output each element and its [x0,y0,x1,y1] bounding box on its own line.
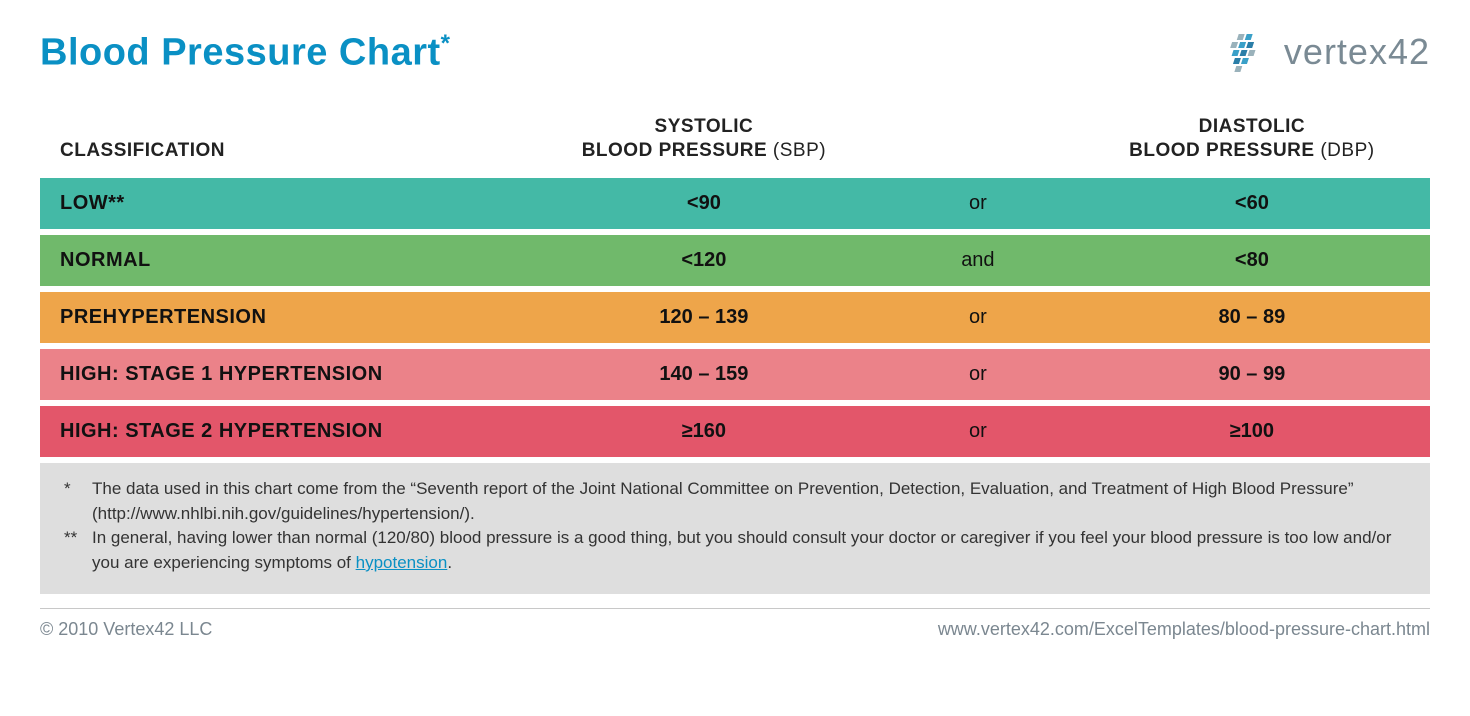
cell-dbp: <60 [1074,192,1430,215]
cell-dbp: 80 – 89 [1074,306,1430,329]
cell-classification: HIGH: STAGE 1 HYPERTENSION [60,363,526,386]
hypotension-link[interactable]: hypotension [356,553,448,572]
page-title: Blood Pressure Chart* [40,30,451,75]
cell-sbp: ≥160 [526,420,882,443]
divider [40,608,1430,609]
copyright: © 2010 Vertex42 LLC [40,619,212,640]
col-classification: CLASSIFICATION [60,139,526,164]
cell-sbp: 140 – 159 [526,363,882,386]
table-row: HIGH: STAGE 2 HYPERTENSION≥160or≥100 [40,406,1430,457]
cell-classification: PREHYPERTENSION [60,306,526,329]
table-row: HIGH: STAGE 1 HYPERTENSION140 – 159or90 … [40,349,1430,400]
cell-sbp: 120 – 139 [526,306,882,329]
cell-conj: or [882,363,1074,386]
cell-sbp: <120 [526,249,882,272]
table-body: LOW**<90or<60NORMAL<120and<80PREHYPERTEN… [40,178,1430,457]
cell-sbp: <90 [526,192,882,215]
table-row: LOW**<90or<60 [40,178,1430,229]
cell-conj: or [882,420,1074,443]
cell-dbp: 90 – 99 [1074,363,1430,386]
title-asterisk: * [441,30,451,57]
footer-url: www.vertex42.com/ExcelTemplates/blood-pr… [938,619,1430,640]
cell-conj: or [882,306,1074,329]
logo-mark-icon [1218,30,1274,74]
logo: vertex42 [1218,30,1430,74]
title-text: Blood Pressure Chart [40,32,441,74]
cell-dbp: ≥100 [1074,420,1430,443]
cell-classification: LOW** [60,192,526,215]
footnote-2: ** In general, having lower than normal … [64,526,1406,575]
logo-text: vertex42 [1284,31,1430,73]
cell-conj: and [882,249,1074,272]
bp-table: CLASSIFICATION SYSTOLIC BLOOD PRESSURE (… [40,115,1430,457]
footnotes: * The data used in this chart come from … [40,463,1430,594]
col-dbp: DIASTOLIC BLOOD PRESSURE (DBP) [1074,115,1430,164]
table-row: NORMAL<120and<80 [40,235,1430,286]
table-row: PREHYPERTENSION120 – 139or80 – 89 [40,292,1430,343]
header: Blood Pressure Chart* verte [40,30,1430,75]
table-header: CLASSIFICATION SYSTOLIC BLOOD PRESSURE (… [40,115,1430,178]
col-sbp: SYSTOLIC BLOOD PRESSURE (SBP) [526,115,882,164]
cell-classification: HIGH: STAGE 2 HYPERTENSION [60,420,526,443]
cell-conj: or [882,192,1074,215]
cell-classification: NORMAL [60,249,526,272]
footer: © 2010 Vertex42 LLC www.vertex42.com/Exc… [40,619,1430,640]
footnote-1: * The data used in this chart come from … [64,477,1406,526]
cell-dbp: <80 [1074,249,1430,272]
